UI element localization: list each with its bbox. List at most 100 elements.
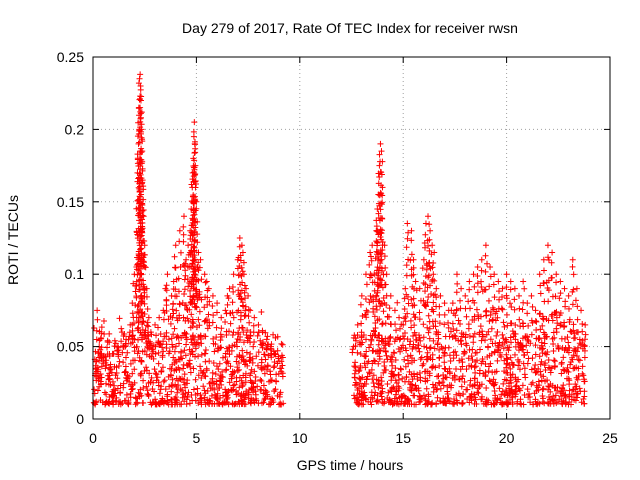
- data-point: [190, 320, 197, 327]
- data-point: [192, 303, 199, 310]
- data-point: [538, 358, 545, 365]
- data-point: [536, 353, 543, 360]
- data-point: [169, 401, 176, 408]
- data-point: [152, 399, 159, 406]
- data-point: [436, 320, 443, 327]
- data-point: [537, 290, 544, 297]
- data-point: [238, 324, 245, 331]
- data-point: [264, 341, 271, 348]
- data-point: [535, 365, 542, 372]
- data-point: [536, 344, 543, 351]
- data-point: [550, 340, 557, 347]
- data-point: [426, 236, 433, 243]
- data-point: [133, 343, 140, 350]
- data-point: [425, 213, 432, 220]
- data-point: [401, 335, 408, 342]
- data-point: [366, 370, 373, 377]
- data-point: [194, 231, 201, 238]
- data-point: [512, 336, 519, 343]
- data-point: [242, 303, 249, 310]
- data-point: [376, 282, 383, 289]
- data-point: [177, 263, 184, 270]
- data-point: [235, 359, 242, 366]
- data-point: [408, 227, 415, 234]
- data-point: [420, 321, 427, 328]
- data-point: [271, 388, 278, 395]
- data-point: [552, 309, 559, 316]
- data-point: [509, 371, 516, 378]
- data-point: [368, 337, 375, 344]
- data-point: [451, 396, 458, 403]
- data-point: [156, 390, 163, 397]
- data-point: [392, 365, 399, 372]
- data-point: [191, 149, 198, 156]
- data-point: [524, 310, 531, 317]
- data-point: [223, 359, 230, 366]
- data-point: [430, 259, 437, 266]
- data-point: [190, 128, 197, 135]
- data-point: [471, 375, 478, 382]
- data-point: [183, 331, 190, 338]
- data-point: [451, 332, 458, 339]
- data-point: [354, 331, 361, 338]
- data-point: [491, 349, 498, 356]
- data-point: [441, 352, 448, 359]
- data-point: [508, 320, 515, 327]
- data-point: [105, 400, 112, 407]
- data-point: [501, 323, 508, 330]
- data-point: [410, 311, 417, 318]
- data-point: [269, 396, 276, 403]
- data-point: [261, 351, 268, 358]
- data-point: [487, 273, 494, 280]
- data-point: [238, 264, 245, 271]
- data-point: [118, 329, 125, 336]
- data-point: [487, 311, 494, 318]
- data-point: [458, 285, 465, 292]
- data-point: [404, 310, 411, 317]
- data-point: [541, 362, 548, 369]
- data-point: [198, 375, 205, 382]
- data-point: [507, 365, 514, 372]
- data-point: [213, 309, 220, 316]
- data-point: [176, 340, 183, 347]
- data-point: [532, 361, 539, 368]
- data-point: [242, 374, 249, 381]
- data-point: [509, 328, 516, 335]
- data-point: [513, 382, 520, 389]
- data-point: [192, 271, 199, 278]
- data-point: [382, 342, 389, 349]
- data-point: [558, 370, 565, 377]
- data-point: [255, 349, 262, 356]
- data-point: [260, 382, 267, 389]
- data-point: [114, 375, 121, 382]
- data-point: [576, 357, 583, 364]
- data-points: [90, 71, 589, 408]
- data-point: [198, 340, 205, 347]
- data-point: [229, 368, 236, 375]
- data-point: [190, 332, 197, 339]
- data-point: [574, 390, 581, 397]
- data-point: [492, 395, 499, 402]
- data-point: [500, 380, 507, 387]
- x-tick-label: 0: [89, 430, 97, 446]
- data-point: [351, 363, 358, 370]
- data-point: [442, 374, 449, 381]
- data-point: [376, 151, 383, 158]
- data-point: [239, 249, 246, 256]
- data-point: [436, 380, 443, 387]
- data-point: [136, 139, 143, 146]
- data-point: [180, 213, 187, 220]
- data-point: [552, 362, 559, 369]
- data-point: [134, 400, 141, 407]
- data-point: [129, 386, 136, 393]
- data-point: [386, 335, 393, 342]
- data-point: [490, 306, 497, 313]
- data-point: [271, 363, 278, 370]
- data-point: [233, 374, 240, 381]
- data-point: [129, 310, 136, 317]
- data-point: [468, 390, 475, 397]
- data-point: [209, 292, 216, 299]
- data-point: [501, 368, 508, 375]
- data-point: [490, 316, 497, 323]
- data-point: [228, 371, 235, 378]
